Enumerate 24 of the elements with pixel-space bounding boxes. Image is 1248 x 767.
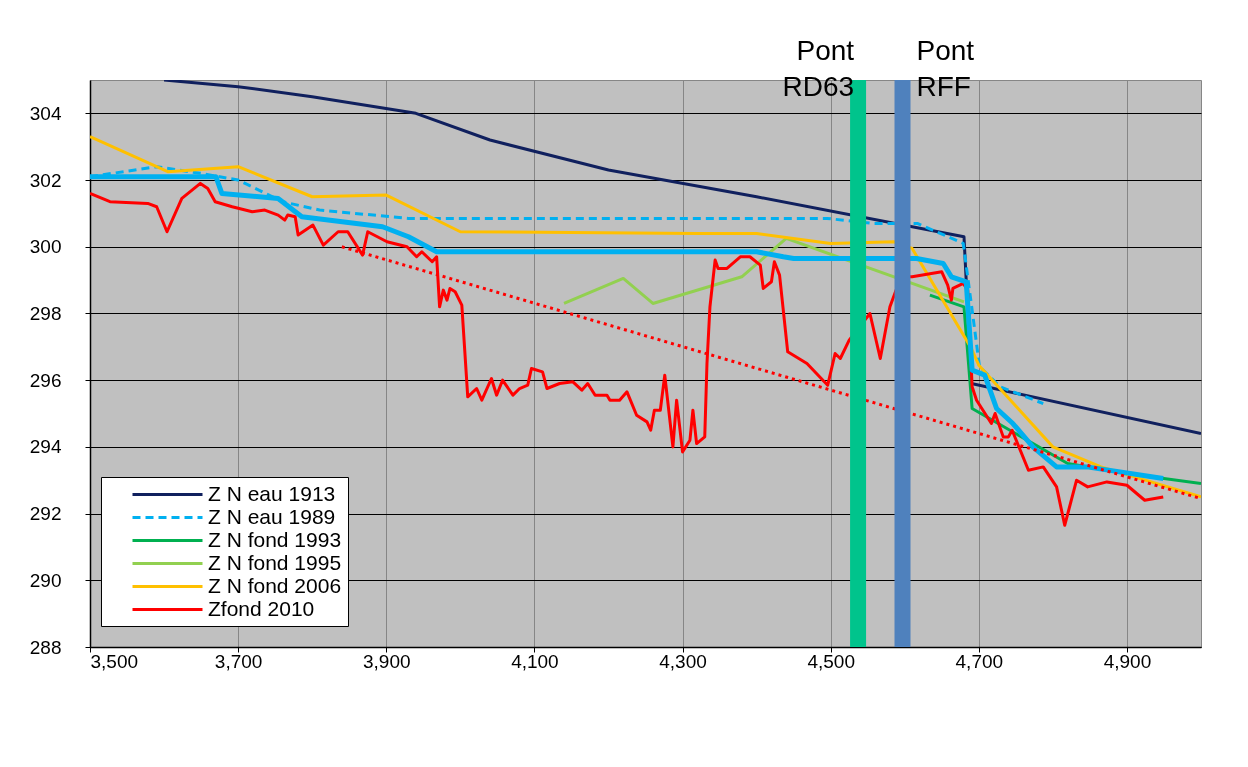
y-tick-label: 294	[29, 436, 62, 458]
y-tick-label: 298	[29, 302, 62, 324]
x-tick-label: 4,100	[511, 650, 559, 672]
y-tick-label: 304	[29, 102, 62, 124]
x-tick-label: 4,500	[807, 650, 855, 672]
x-tick-label: 3,900	[362, 650, 411, 672]
y-tick-label: 302	[29, 169, 62, 191]
x-tick-label: 3,500	[90, 650, 139, 672]
legend-label: Z N eau 1989	[208, 504, 336, 528]
y-tick-label: 300	[29, 236, 62, 258]
y-tick-label: 292	[29, 503, 62, 525]
x-tick-label: 4,300	[659, 650, 707, 672]
x-tick-label: 4,700	[955, 650, 1004, 672]
ref-line-label: Pont RFF	[916, 35, 975, 102]
x-tick-label: 3,700	[214, 650, 263, 672]
legend-label: Z N fond 1993	[208, 527, 342, 551]
legend-label: Z N fond 2006	[208, 573, 342, 597]
y-tick-label: 288	[29, 636, 62, 658]
y-tick-label: 296	[29, 369, 62, 391]
legend-label: Z N fond 1995	[208, 550, 342, 574]
legend-label: Z N eau 1913	[208, 481, 336, 505]
x-tick-label: 4,900	[1103, 650, 1152, 672]
y-tick-label: 290	[29, 569, 62, 591]
legend-label: Zfond 2010	[208, 596, 315, 620]
